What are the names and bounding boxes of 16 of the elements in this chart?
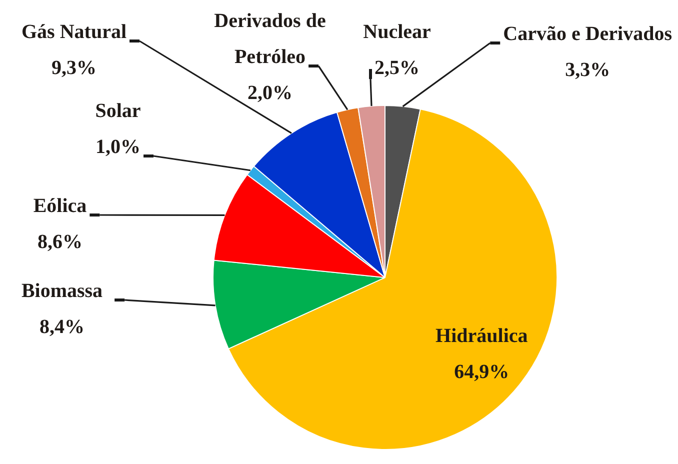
slice-label: Nuclear — [363, 21, 431, 44]
slice-label: Derivados de Petróleo — [214, 10, 326, 68]
slice-label: Carvão e Derivados — [503, 23, 672, 46]
data-label: 3,3% — [565, 59, 610, 82]
data-label: 64,9% — [454, 361, 510, 384]
slice-label: Gás Natural — [22, 21, 127, 44]
data-label: 8,4% — [40, 316, 84, 338]
data-label: 2,0% — [248, 82, 292, 104]
data-label: 1,0% — [96, 136, 140, 158]
slice-label: Biomassa — [21, 280, 103, 302]
data-label: 2,5% — [374, 57, 420, 80]
data-label: 8,6% — [38, 231, 82, 254]
slice-label: Hidráulica — [436, 325, 528, 348]
slice-label: Eólica — [33, 195, 87, 218]
slice-label: Solar — [95, 100, 141, 122]
data-label: 9,3% — [52, 57, 96, 80]
